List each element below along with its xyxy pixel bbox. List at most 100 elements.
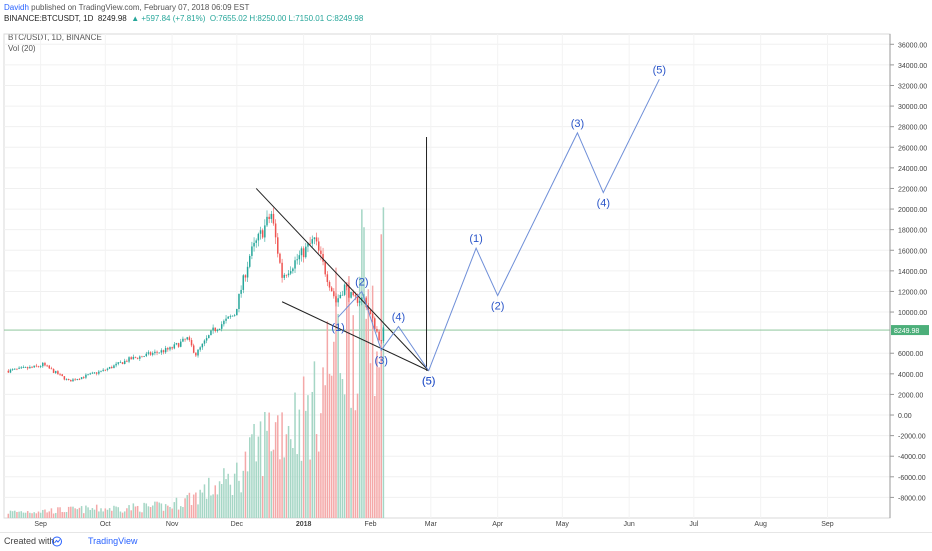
candle-body (18, 367, 20, 369)
candle-body (382, 327, 385, 342)
volume-bar (143, 502, 145, 518)
candle-body (328, 282, 331, 288)
y-tick-label: 36000.00 (898, 42, 927, 49)
volume-bars (7, 207, 385, 518)
candle-body (259, 230, 262, 234)
candle-body (134, 356, 137, 358)
candle-body (50, 368, 53, 370)
wave-large-label: (2) (491, 301, 504, 313)
price-chart[interactable]: (1)(2)(3)(4)(5)(5)(1)(2)(3)(4)(5) 36000.… (0, 30, 932, 528)
volume-bar (190, 505, 193, 518)
candle-body (302, 248, 305, 258)
volume-bar (192, 494, 195, 518)
volume-bar (141, 512, 143, 518)
volume-bar (367, 289, 370, 518)
candle-body (233, 315, 236, 317)
candle-body (313, 237, 316, 240)
candle-body (212, 327, 214, 331)
volume-bar (328, 373, 331, 518)
volume-bar (93, 509, 96, 518)
volume-bar (369, 363, 372, 518)
volume-bar (195, 492, 197, 518)
tradingview-brand[interactable]: TradingView (88, 536, 138, 546)
volume-bar (70, 506, 72, 518)
candle-body (324, 261, 326, 275)
volume-bar (218, 481, 221, 518)
volume-bar (242, 470, 245, 518)
candle-body (167, 348, 169, 350)
candle-body (48, 365, 51, 369)
volume-bar (279, 459, 281, 518)
candle-body (210, 330, 212, 336)
candle-body (335, 296, 337, 303)
volume-bar (201, 492, 204, 518)
volume-bar (337, 313, 339, 518)
candle-body (158, 352, 160, 354)
candle-body (143, 356, 145, 357)
volume-bar (111, 510, 113, 518)
volume-bar (154, 501, 156, 518)
candle-body (104, 369, 107, 371)
candle-body (285, 274, 288, 276)
volume-bar (104, 508, 107, 518)
ohlc-values: O:7655.02 H:8250.00 L:7150.01 C:8249.98 (209, 14, 364, 23)
candle-body (281, 262, 283, 278)
author-link[interactable]: Davidh (4, 3, 29, 12)
volume-bar (63, 512, 66, 518)
volume-bar (42, 509, 44, 518)
volume-bar (26, 511, 29, 518)
y-tick-label: -2000.00 (898, 434, 926, 441)
volume-bar (134, 506, 137, 518)
publish-info: published on TradingView.com, February 0… (28, 3, 250, 12)
candle-body (171, 347, 173, 349)
candle-body (231, 315, 234, 317)
volume-bar (87, 507, 89, 518)
wave-small-label: (5) (422, 376, 435, 388)
volume-bar (220, 484, 223, 518)
volume-bar (145, 503, 148, 518)
volume-bar (346, 281, 348, 518)
volume-bar (89, 509, 91, 518)
volume-bar (35, 513, 38, 518)
candle-body (76, 379, 79, 381)
volume-bar (229, 484, 232, 518)
candle-body (177, 343, 180, 347)
candle-body (378, 331, 380, 341)
volume-bar (305, 410, 307, 518)
volume-bar (240, 492, 242, 518)
y-tick-label: 10000.00 (898, 310, 927, 317)
candle-body (139, 356, 141, 359)
candle-body (279, 253, 281, 263)
volume-bar (85, 505, 87, 518)
candle-body (320, 250, 322, 254)
candle-body (106, 368, 109, 370)
volume-bar (180, 506, 182, 518)
candle-body (136, 357, 139, 359)
candle-body (376, 328, 378, 332)
candle-body (72, 379, 74, 382)
volume-bar (115, 506, 117, 518)
candle-body (39, 366, 42, 368)
y-tick-label: 24000.00 (898, 166, 927, 173)
candle-body (160, 350, 163, 353)
candle-body (261, 230, 264, 238)
y-tick-label: -4000.00 (898, 454, 926, 461)
candle-body (341, 294, 344, 296)
volume-bar (348, 276, 350, 518)
volume-bar (83, 513, 85, 518)
candle-body (184, 338, 186, 340)
candle-body (220, 324, 223, 329)
candle-body (287, 273, 290, 276)
x-tick-label: Oct (100, 521, 111, 528)
candle-body (229, 316, 232, 318)
x-tick-label: Mar (425, 521, 438, 528)
y-tick-label: 14000.00 (898, 269, 927, 276)
volume-bar (343, 394, 346, 518)
candle-body (354, 295, 357, 297)
price-change: ▲ +597.84 (+7.81%) (131, 14, 206, 23)
volume-bar (117, 507, 120, 518)
candle-body (70, 379, 72, 382)
volume-bar (376, 351, 378, 518)
y-tick-label: 20000.00 (898, 207, 927, 214)
volume-bar (149, 507, 152, 518)
